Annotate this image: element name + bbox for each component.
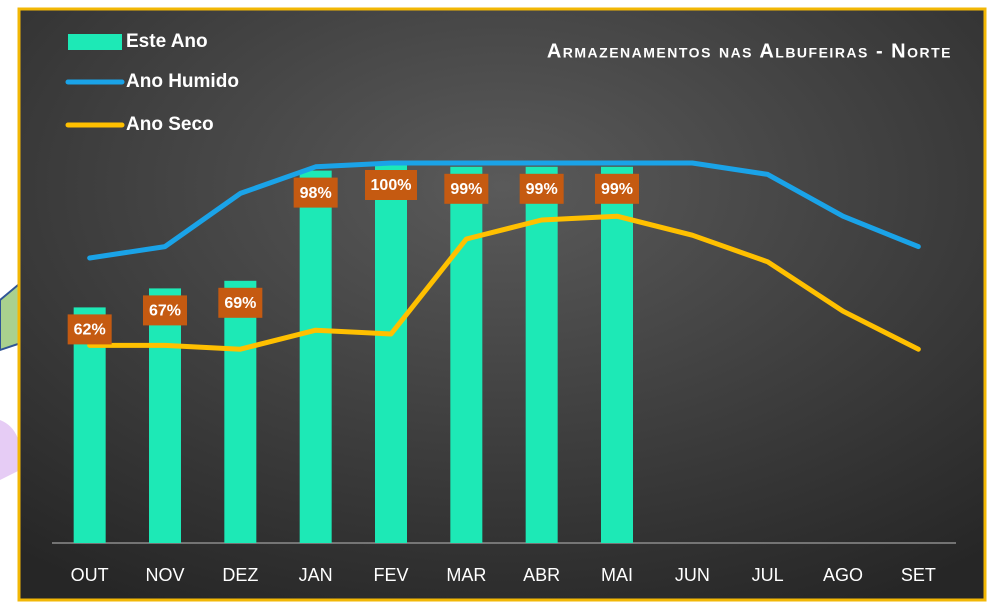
x-tick-label: OUT	[71, 565, 109, 585]
data-label: 100%	[371, 177, 412, 194]
chart-title: Armazenamentos nas Albufeiras - Norte	[547, 40, 952, 62]
chart: Armazenamentos nas Albufeiras - Norte OU…	[0, 0, 997, 605]
data-label: 69%	[224, 295, 256, 312]
x-tick-label: DEZ	[222, 565, 258, 585]
data-label: 99%	[450, 181, 482, 198]
x-tick-label: NOV	[145, 565, 184, 585]
x-tick-label: AGO	[823, 565, 863, 585]
legend-label: Este Ano	[126, 31, 208, 52]
bar	[149, 288, 181, 543]
data-label: 99%	[601, 181, 633, 198]
data-label: 62%	[74, 322, 106, 339]
x-tick-label: MAI	[601, 565, 633, 585]
data-label: 99%	[526, 181, 558, 198]
bar	[375, 163, 407, 543]
legend-label: Ano Humido	[126, 71, 239, 92]
legend-swatch	[68, 34, 122, 50]
bar	[300, 171, 332, 543]
x-tick-label: SET	[901, 565, 936, 585]
bar	[224, 281, 256, 543]
data-label: 67%	[149, 303, 181, 320]
legend-label: Ano Seco	[126, 114, 214, 135]
x-tick-label: FEV	[373, 565, 408, 585]
x-tick-label: JUN	[675, 565, 710, 585]
x-tick-label: MAR	[446, 565, 486, 585]
bar	[601, 167, 633, 543]
bar	[450, 167, 482, 543]
data-label: 98%	[300, 185, 332, 202]
x-tick-label: JAN	[299, 565, 333, 585]
page: Armazenamentos nas Albufeiras - Norte OU…	[0, 0, 997, 605]
x-tick-label: ABR	[523, 565, 560, 585]
x-tick-label: JUL	[752, 565, 784, 585]
